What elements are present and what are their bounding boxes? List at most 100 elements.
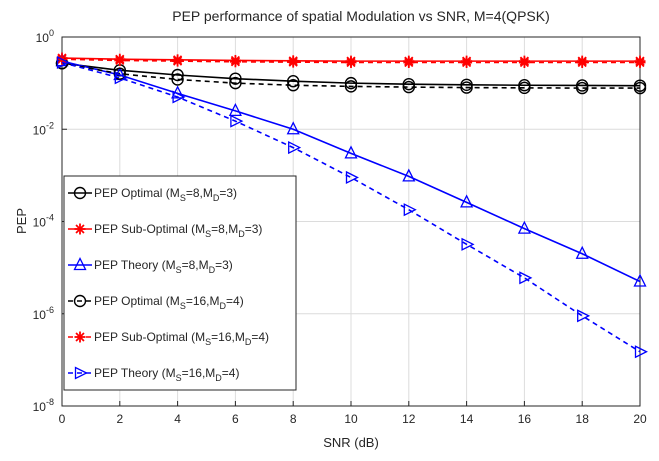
y-tick-label: 100 bbox=[36, 28, 54, 45]
circle-marker bbox=[576, 81, 589, 95]
x-tick-label: 20 bbox=[633, 412, 647, 426]
triangle-up-marker bbox=[73, 257, 87, 271]
x-tick-label: 2 bbox=[116, 412, 123, 426]
triangle-up-marker bbox=[517, 220, 531, 234]
triangle-right-marker bbox=[577, 309, 591, 323]
y-tick-layer: 100 10-2 10-4 10-6 10-8 bbox=[33, 28, 67, 414]
legend: PEP Optimal (MS=8,MD=3) PEP Sub-Optimal (… bbox=[63, 175, 297, 391]
series-line bbox=[61, 62, 640, 89]
series-line bbox=[61, 60, 641, 283]
triangle-right-marker bbox=[519, 271, 533, 285]
circle-marker bbox=[287, 79, 300, 92]
triangle-up-marker bbox=[402, 168, 416, 182]
circle-marker bbox=[518, 81, 531, 95]
circle-marker bbox=[171, 68, 184, 82]
star-marker bbox=[403, 56, 415, 68]
legend-label: PEP Theory (MS=16,MD=4) bbox=[94, 366, 239, 383]
triangle-right-marker bbox=[288, 141, 302, 155]
triangle-right-marker bbox=[230, 114, 244, 128]
x-tick-layer: 0 2 4 6 8 10 12 14 16 18 20 bbox=[59, 401, 647, 426]
triangle-right-marker bbox=[345, 170, 359, 185]
star-marker-stroke bbox=[288, 57, 298, 67]
star-marker bbox=[74, 223, 86, 235]
star-marker bbox=[114, 54, 126, 66]
star-marker bbox=[461, 56, 473, 68]
triangle-up-marker bbox=[460, 194, 474, 208]
star-marker bbox=[634, 56, 646, 68]
x-tick-label: 0 bbox=[59, 412, 66, 426]
y-axis-label: PEP bbox=[14, 208, 29, 234]
circle-marker bbox=[73, 294, 87, 308]
triangle-right-marker bbox=[403, 203, 417, 217]
star-marker bbox=[229, 56, 241, 68]
series-4 bbox=[55, 57, 647, 95]
x-axis-label: SNR (dB) bbox=[323, 435, 379, 450]
y-tick-label: 10-6 bbox=[33, 305, 54, 322]
circle-marker bbox=[113, 67, 127, 80]
star-marker-stroke bbox=[230, 57, 240, 67]
x-tick-label: 10 bbox=[344, 412, 358, 426]
y-tick-label: 10-8 bbox=[33, 397, 54, 414]
triangle-right-marker bbox=[461, 237, 475, 251]
star-marker-stroke bbox=[577, 57, 587, 68]
triangle-up-marker bbox=[286, 121, 300, 135]
star-marker-stroke bbox=[115, 55, 125, 66]
circle-marker bbox=[460, 81, 473, 94]
star-marker bbox=[576, 56, 588, 68]
x-tick-label: 16 bbox=[518, 412, 532, 426]
circle-marker bbox=[402, 80, 415, 94]
circle-marker bbox=[229, 72, 242, 85]
x-tick-label: 4 bbox=[174, 412, 181, 426]
x-tick-label: 14 bbox=[460, 412, 474, 426]
y-tick-label: 10-4 bbox=[33, 213, 54, 230]
legend-entry: PEP Optimal (MS=16,MD=4) bbox=[68, 294, 244, 311]
x-tick-label: 6 bbox=[232, 412, 239, 426]
legend-label: PEP Sub-Optimal (MS=8,MD=3) bbox=[94, 222, 262, 239]
circle-marker bbox=[171, 73, 184, 86]
legend-entry: PEP Theory (MS=8,MD=3) bbox=[68, 257, 233, 275]
star-marker bbox=[287, 56, 299, 68]
circle-marker bbox=[229, 76, 242, 90]
triangle-up-marker bbox=[228, 102, 242, 117]
legend-box bbox=[63, 175, 297, 391]
series-5 bbox=[56, 53, 646, 68]
triangle-up-marker bbox=[575, 245, 589, 259]
star-marker-stroke bbox=[75, 332, 85, 342]
series-layer bbox=[55, 52, 648, 359]
triangle-up-marker bbox=[344, 145, 358, 159]
circle-marker bbox=[344, 76, 358, 90]
legend-entry: PEP Optimal (MS=8,MD=3) bbox=[68, 186, 237, 203]
triangle-right-marker bbox=[74, 366, 88, 380]
circle-marker bbox=[344, 80, 358, 93]
star-marker-stroke bbox=[75, 224, 85, 234]
series-6 bbox=[56, 55, 648, 359]
star-marker-stroke bbox=[635, 57, 645, 68]
star-marker bbox=[172, 55, 184, 67]
star-marker-stroke bbox=[346, 57, 356, 68]
legend-entry: PEP Sub-Optimal (MS=16,MD=4) bbox=[68, 330, 269, 347]
legend-label: PEP Optimal (MS=16,MD=4) bbox=[94, 294, 244, 311]
triangle-right-marker bbox=[172, 90, 186, 104]
triangle-right-marker bbox=[634, 345, 648, 359]
series-line bbox=[61, 62, 641, 87]
circle-marker bbox=[287, 75, 300, 88]
triangle-right-marker bbox=[114, 71, 128, 85]
star-marker-stroke bbox=[404, 57, 414, 68]
triangle-right-marker bbox=[56, 55, 70, 70]
circle-marker bbox=[402, 77, 415, 91]
series-3 bbox=[55, 53, 647, 287]
y-tick-label: 10-2 bbox=[33, 120, 54, 137]
x-tick-label: 12 bbox=[402, 412, 416, 426]
legend-label: PEP Sub-Optimal (MS=16,MD=4) bbox=[94, 330, 269, 347]
legend-entry: PEP Sub-Optimal (MS=8,MD=3) bbox=[68, 222, 262, 239]
star-marker bbox=[345, 56, 357, 68]
star-marker-stroke bbox=[173, 56, 183, 66]
x-tick-label: 8 bbox=[290, 412, 297, 426]
star-marker bbox=[518, 56, 530, 68]
star-marker-stroke bbox=[519, 57, 529, 68]
star-marker bbox=[74, 331, 86, 343]
circle-marker bbox=[633, 81, 647, 95]
legend-label: PEP Optimal (MS=8,MD=3) bbox=[94, 186, 237, 203]
x-tick-label: 18 bbox=[576, 412, 590, 426]
